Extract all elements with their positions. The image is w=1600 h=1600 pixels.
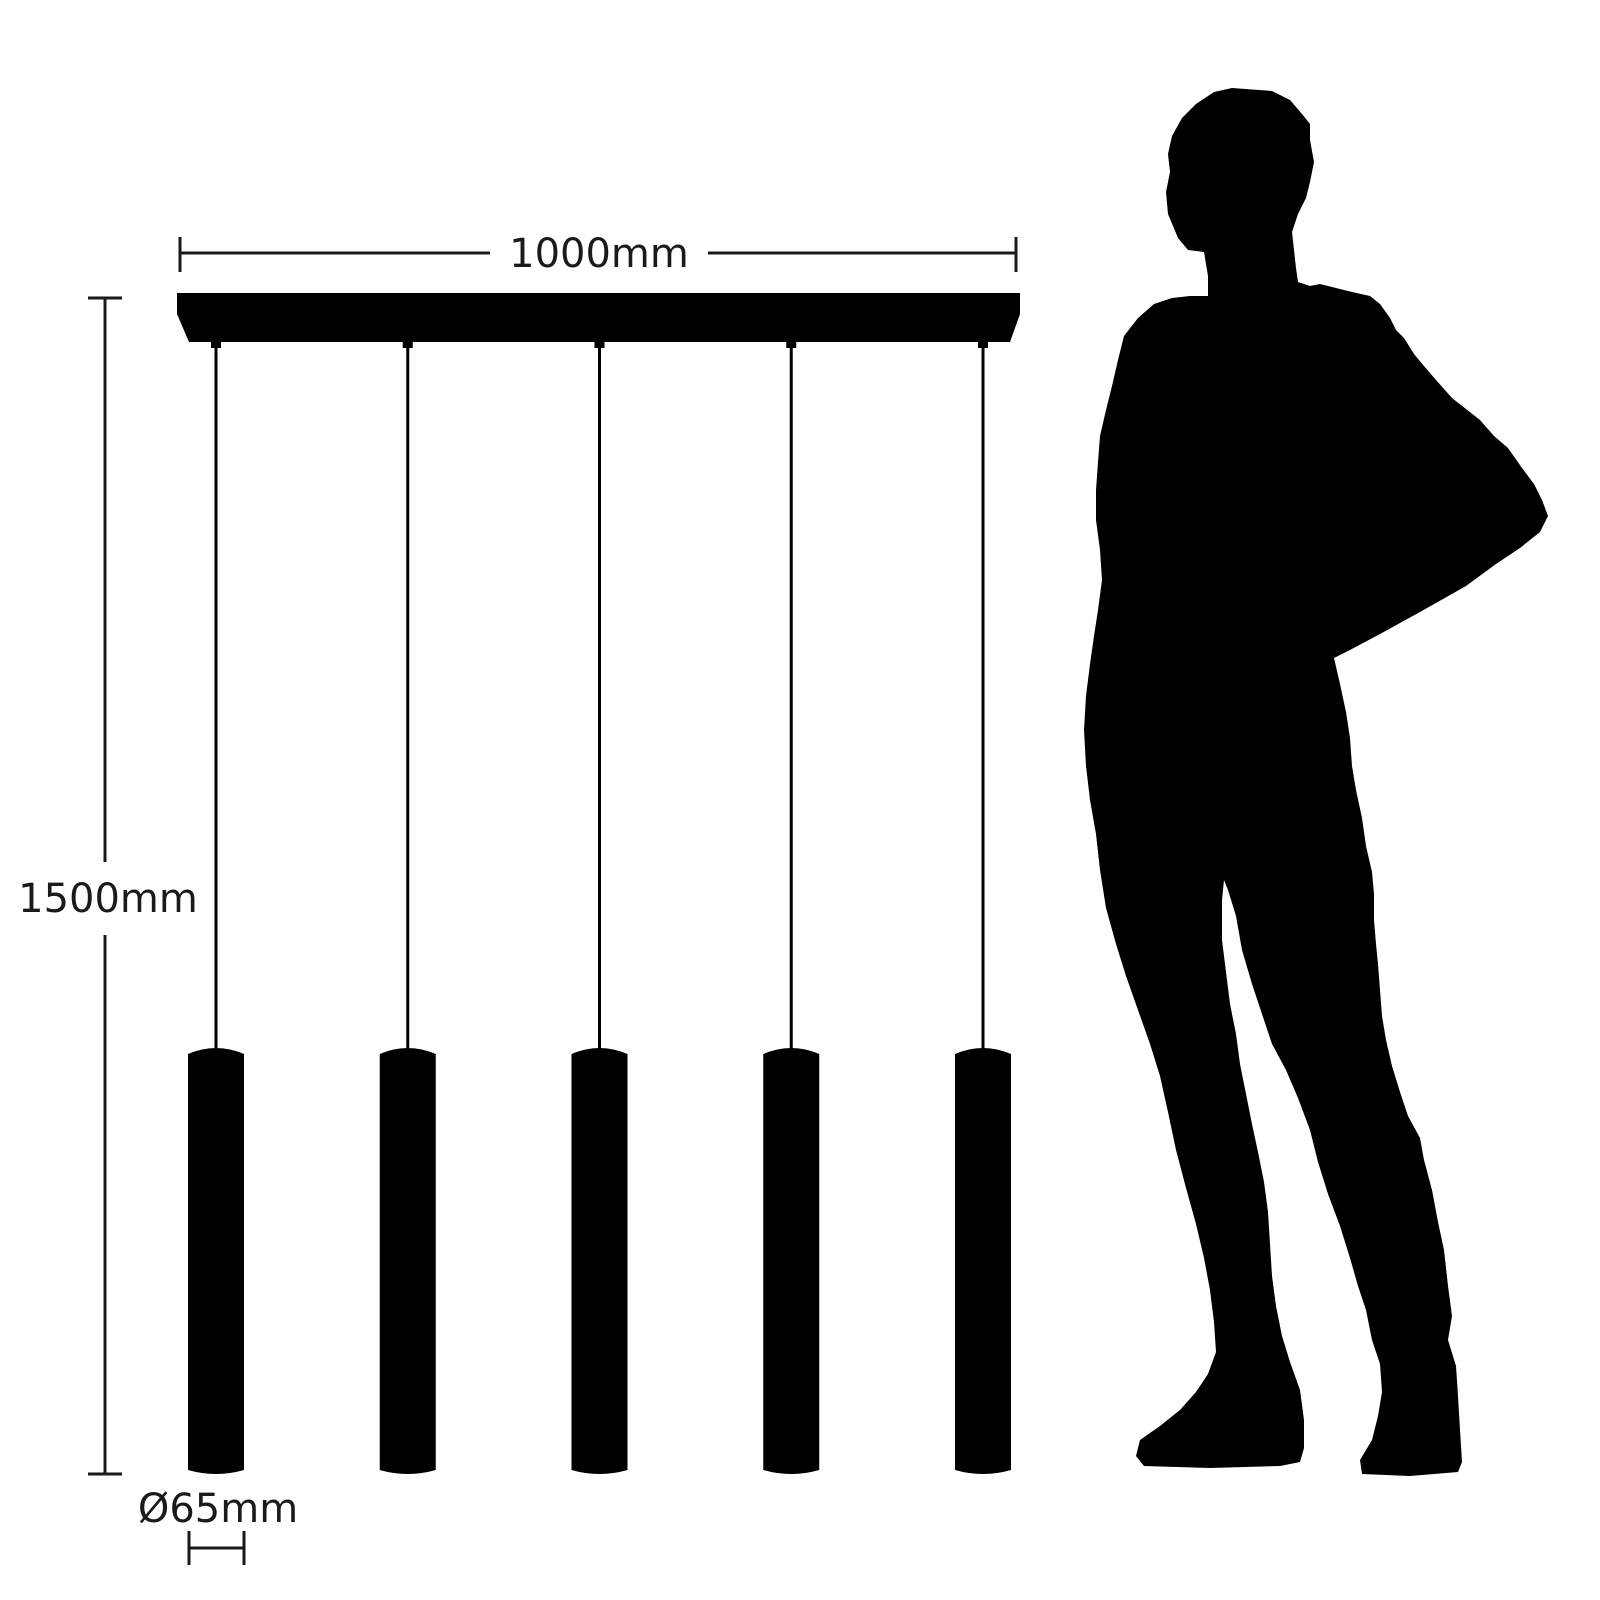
diameter-dimension: Ø65mm xyxy=(138,1486,298,1565)
pendant-4 xyxy=(763,340,820,1474)
pendant-tube xyxy=(763,1048,820,1474)
pendant-1 xyxy=(188,340,244,1474)
diameter-dimension-label: Ø65mm xyxy=(138,1486,298,1532)
pendant-tube xyxy=(379,1048,436,1474)
pendant-tube xyxy=(955,1048,1011,1474)
pendants xyxy=(188,340,1011,1474)
ceiling-canopy xyxy=(177,293,1020,342)
height-dimension-label: 1500mm xyxy=(18,876,198,922)
pendant-3 xyxy=(571,340,628,1474)
pendant-2 xyxy=(379,340,436,1474)
pendant-tube xyxy=(188,1048,244,1474)
width-dimension-label: 1000mm xyxy=(509,231,689,277)
width-dimension: 1000mm xyxy=(178,231,1018,277)
pendant-tube xyxy=(571,1048,628,1474)
pendant-5 xyxy=(955,340,1011,1474)
human-silhouette xyxy=(1084,88,1548,1476)
height-dimension: 1500mm xyxy=(18,296,198,1476)
